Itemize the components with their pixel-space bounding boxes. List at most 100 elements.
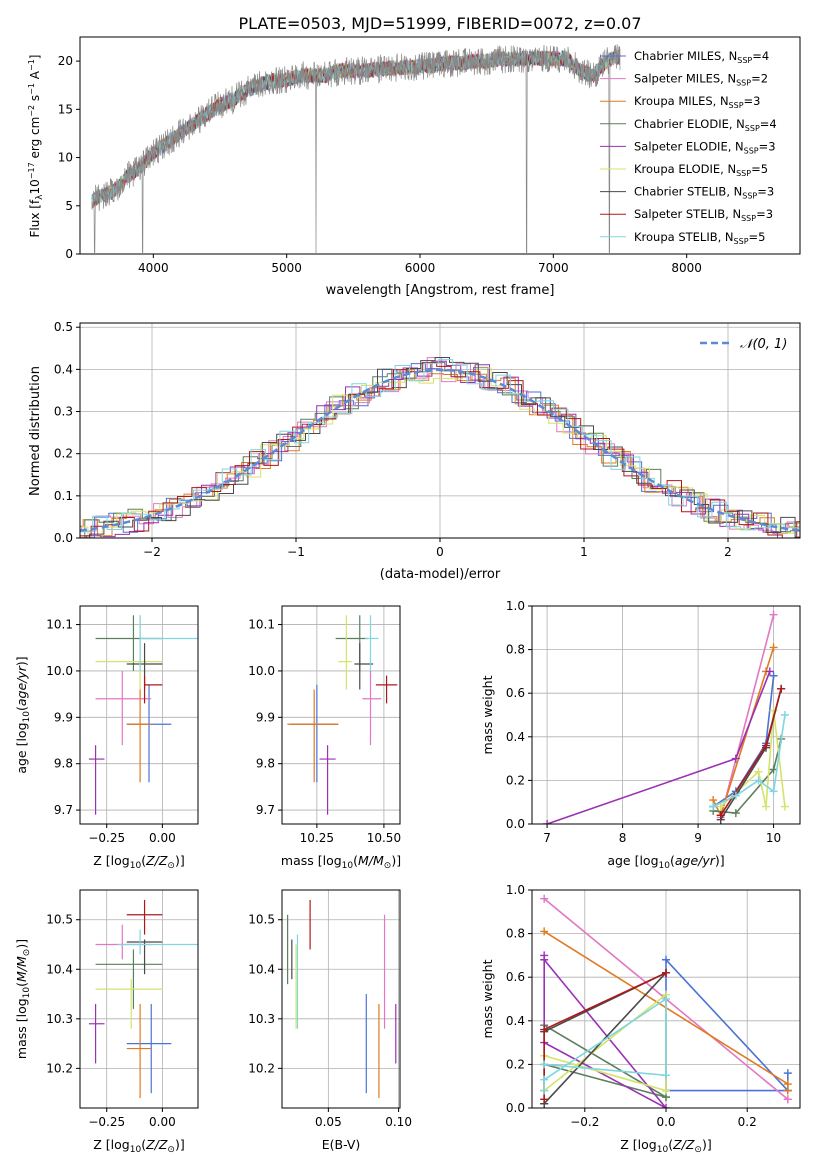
age-vs-Z-xlabel-part: 10 <box>130 861 142 871</box>
weight-vs-Z-ytick-label: 1.0 <box>506 883 525 897</box>
residual-xtick-label: 0 <box>436 545 444 559</box>
legend-label-sub: SSP <box>744 146 759 155</box>
age-vs-Z-xtick-label: −0.25 <box>88 831 125 845</box>
legend-label-tail: =3 <box>756 207 773 221</box>
residual-histogram <box>80 359 800 533</box>
weight-vs-age-xlabel-part: 10 <box>659 861 671 871</box>
legend-label: Salpeter ELODIE, NSSP=3 <box>634 139 776 155</box>
spectrum-ytick-label: 20 <box>58 54 73 68</box>
age-vs-Z-ytick-label: 10.0 <box>46 664 73 678</box>
age-vs-Z-xlabel: Z [log10(Z/Z⊙)] <box>93 853 184 871</box>
legend-label-main: Chabrier ELODIE, N <box>634 117 745 131</box>
weight-vs-Z-panel: −0.2 0.0 0.2 0.0 0.2 0.4 0.6 0.8 1.0 Z [log10(Z/Z… <box>480 883 801 1155</box>
weight-line <box>720 710 786 808</box>
weight-line <box>543 972 667 1105</box>
mass-vs-Z-marks <box>88 899 198 1099</box>
weight-vs-Z-xlabel-part: ( <box>668 1137 673 1152</box>
mass-vs-Z-ytick-label: 10.3 <box>46 1012 73 1026</box>
weight-marker <box>540 927 549 936</box>
age-vs-mass-ytick-label: 9.9 <box>256 710 275 724</box>
legend-label-tail: =2 <box>751 72 768 86</box>
weight-vs-age-ytick-label: 0.2 <box>506 773 525 787</box>
weight-marker <box>540 894 549 903</box>
mass-vs-Z-ytick-label: 10.2 <box>46 1061 73 1075</box>
residual-histogram <box>80 360 800 538</box>
mass-vs-Z-xlabel-part: ( <box>141 1137 146 1152</box>
weight-vs-Z-ylabel: mass weight <box>480 959 495 1038</box>
residual-xlabel: (data-model)/error <box>380 567 501 582</box>
weight-line <box>665 957 789 1092</box>
age-vs-Z-ylabel: age [log10(age/yr)] <box>14 656 32 773</box>
weight-line <box>719 614 775 818</box>
weight-vs-Z-marks <box>540 894 792 1108</box>
legend-label-main: Kroupa ELODIE, N <box>634 162 736 176</box>
weight-marker <box>780 802 789 811</box>
weight-marker <box>540 1095 549 1104</box>
weight-marker <box>762 741 771 750</box>
legend-label-main: Chabrier STELIB, N <box>634 185 742 199</box>
spectrum-lines <box>91 44 621 254</box>
residual-ytick-label: 0.5 <box>54 320 73 334</box>
mass-vs-Z-xlabel-part: ⊙ <box>167 1145 175 1155</box>
mass-vs-Z-ylabel: mass [log10(M/M⊙)] <box>14 939 32 1059</box>
mass-vs-ebv-marks <box>287 899 397 1099</box>
spectrum-ylabel: Flux [fλ10−17 erg cm−2 s−1 A−1] <box>27 55 45 238</box>
weight-vs-Z-xlabel-part: ⊙ <box>694 1145 702 1155</box>
mass-vs-ebv-ytick-label: 10.4 <box>248 962 275 976</box>
weight-line <box>712 647 775 818</box>
weight-vs-Z-ytick-label: 0.6 <box>506 970 525 984</box>
residual-xtick-label: −1 <box>287 545 305 559</box>
legend-label-tail: =4 <box>760 117 777 131</box>
age-vs-Z-ylabel-part: 10 <box>22 711 32 723</box>
weight-vs-Z-xlabel: Z [log10(Z/Z⊙)] <box>620 1137 711 1155</box>
weight-vs-age-ytick-label: 0.6 <box>506 686 525 700</box>
weight-vs-Z-xtick-label: 0.0 <box>656 1115 675 1129</box>
age-vs-mass-xtick-label: 10.50 <box>367 831 401 845</box>
legend-label-sub: SSP <box>741 214 756 223</box>
legend-label: Salpeter STELIB, NSSP=3 <box>634 207 773 223</box>
weight-vs-age-xlabel: age [log10(age/yr)] <box>607 853 724 871</box>
weight-marker <box>783 1095 792 1104</box>
weight-vs-age-xtick-label: 10 <box>766 831 781 845</box>
weight-line <box>713 738 782 814</box>
spectrum-ytick-label: 0 <box>65 247 73 261</box>
residual-legend: 𝒩(0, 1) <box>700 337 787 352</box>
figure-title: PLATE=0503, MJD=51999, FIBERID=0072, z=0… <box>238 14 641 33</box>
weight-vs-age-xlabel-part: age/yr <box>675 853 716 868</box>
age-vs-mass-axes-frame <box>281 605 401 825</box>
age-vs-Z-xtick-label: 0.00 <box>149 831 176 845</box>
mass-vs-Z-axes-frame <box>79 889 199 1109</box>
weight-marker <box>662 995 670 1003</box>
weight-marker <box>777 684 786 693</box>
weight-marker <box>754 767 763 776</box>
age-vs-mass-marks <box>287 615 398 815</box>
mass-vs-ebv-ytick-label: 10.3 <box>248 1012 275 1026</box>
residual-ylabel: Normed distribution <box>28 366 43 496</box>
weight-vs-age-ytick-label: 0.0 <box>506 817 525 831</box>
weight-vs-Z-xlabel-part: Z [log <box>620 1137 656 1152</box>
legend-label: Kroupa STELIB, NSSP=5 <box>634 230 765 246</box>
weight-marker <box>769 610 778 619</box>
weight-marker <box>540 1025 549 1034</box>
weight-marker <box>540 1086 549 1095</box>
mass-vs-ebv-xlabel: E(B-V) <box>322 1137 361 1152</box>
legend-label-sub: SSP <box>734 237 749 246</box>
age-vs-mass-xlabel-part: )] <box>391 853 401 868</box>
legend-label-sub: SSP <box>736 169 751 178</box>
age-vs-Z-ytick-label: 9.7 <box>54 803 73 817</box>
weight-marker <box>716 811 725 820</box>
age-vs-mass-xlabel-part: ( <box>353 853 358 868</box>
mass-vs-Z-xtick-label: −0.25 <box>88 1115 125 1129</box>
mass-vs-Z-xlabel-part: Z/Z <box>145 1137 168 1152</box>
legend-label-tail: =3 <box>744 94 761 108</box>
weight-marker <box>662 1071 670 1080</box>
age-vs-Z-ylabel-part: )] <box>14 656 29 666</box>
mass-vs-ebv-ytick-label: 10.5 <box>248 913 275 927</box>
weight-marker <box>783 1086 792 1095</box>
weight-marker <box>731 809 740 818</box>
legend-label-sub: SSP <box>745 124 760 133</box>
residual-ytick-label: 0.1 <box>54 489 73 503</box>
weight-marker <box>731 791 740 800</box>
age-vs-Z-ytick-label: 9.9 <box>54 710 73 724</box>
weight-vs-Z-ytick-label: 0.4 <box>506 1014 525 1028</box>
